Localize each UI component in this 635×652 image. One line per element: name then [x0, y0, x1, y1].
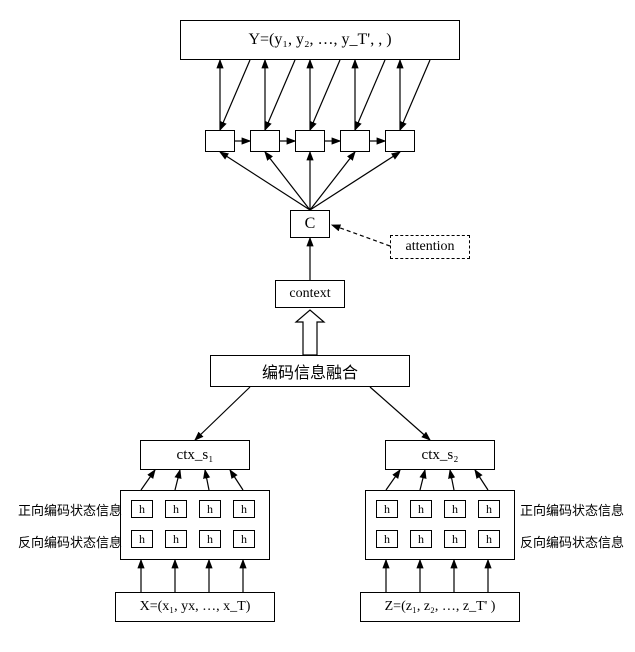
attention-box: attention [390, 235, 470, 259]
ctx-s2-text: ctx_s₂ [422, 447, 459, 464]
h-cell: h [376, 530, 398, 548]
right-bwd-label: 反向编码状态信息 [520, 532, 624, 551]
output-y-text: Y=(y₁, y₂, …, y_T', , ) [248, 31, 391, 49]
h-cell: h [444, 530, 466, 548]
left-fwd-label: 正向编码状态信息 [18, 500, 122, 519]
context-box: context [275, 280, 345, 308]
c-text: C [305, 215, 316, 233]
attention-text: attention [406, 239, 455, 255]
h-cell: h [131, 530, 153, 548]
decoder-cell [250, 130, 280, 152]
h-cell: h [376, 500, 398, 518]
h-cell: h [233, 500, 255, 518]
context-text: context [289, 286, 330, 302]
decoder-cell [385, 130, 415, 152]
h-cell: h [478, 530, 500, 548]
h-cell: h [131, 500, 153, 518]
left-bwd-label: 反向编码状态信息 [18, 532, 122, 551]
z-input-text: Z=(z₁, z₂, …, z_T' ) [385, 599, 496, 615]
h-cell: h [165, 500, 187, 518]
right-fwd-label: 正向编码状态信息 [520, 500, 624, 519]
c-box: C [290, 210, 330, 238]
h-cell: h [165, 530, 187, 548]
decoder-cell [340, 130, 370, 152]
decoder-cell [295, 130, 325, 152]
h-cell: h [478, 500, 500, 518]
fusion-text: 编码信息融合 [262, 359, 358, 383]
ctx-s1-box: ctx_s₁ [140, 440, 250, 470]
ctx-s1-text: ctx_s₁ [177, 447, 214, 464]
output-y-box: Y=(y₁, y₂, …, y_T', , ) [180, 20, 460, 60]
x-input-box: X=(x₁, yx, …, x_T) [115, 592, 275, 622]
decoder-cell [205, 130, 235, 152]
z-input-box: Z=(z₁, z₂, …, z_T' ) [360, 592, 520, 622]
h-cell: h [233, 530, 255, 548]
h-cell: h [444, 500, 466, 518]
h-cell: h [199, 500, 221, 518]
h-cell: h [199, 530, 221, 548]
fusion-box: 编码信息融合 [210, 355, 410, 387]
ctx-s2-box: ctx_s₂ [385, 440, 495, 470]
h-cell: h [410, 530, 432, 548]
x-input-text: X=(x₁, yx, …, x_T) [140, 599, 251, 615]
h-cell: h [410, 500, 432, 518]
